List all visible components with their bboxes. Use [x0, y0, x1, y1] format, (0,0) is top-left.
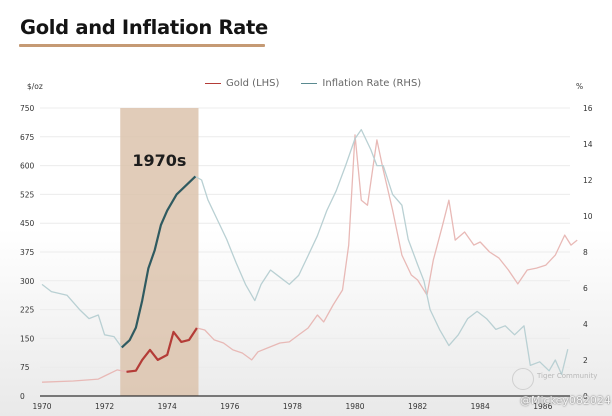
legend-item-inflation: Inflation Rate (RHS) — [301, 78, 421, 89]
highlight-label: 1970s — [132, 151, 186, 170]
y-left-tick-label: 75 — [20, 363, 30, 372]
y-right-tick-label: 16 — [583, 104, 593, 113]
y-right-tick-label: 8 — [583, 248, 588, 257]
legend-swatch-inflation — [301, 82, 318, 85]
x-tick-label: 1982 — [408, 402, 427, 411]
highlight-band-1970s — [120, 108, 199, 396]
y-left-tick-label: 225 — [20, 306, 35, 315]
y-right-tick-label: 0 — [583, 392, 588, 401]
x-tick-label: 1978 — [283, 402, 302, 411]
y-left-tick-label: 750 — [20, 104, 35, 113]
legend-label-inflation: Inflation Rate (RHS) — [322, 78, 422, 89]
y-right-tick-label: 2 — [583, 356, 588, 365]
watermark-community: Tiger Community — [537, 372, 598, 380]
y-left-tick-label: 0 — [20, 392, 25, 401]
y-left-tick-label: 525 — [20, 190, 35, 199]
legend-swatch-gold — [205, 82, 221, 85]
x-tick-label: 1986 — [533, 402, 552, 411]
title-underline — [19, 44, 265, 47]
right-axis-unit: % — [576, 82, 584, 91]
x-tick-label: 1972 — [95, 402, 114, 411]
legend-item-gold: Gold (LHS) — [205, 78, 279, 89]
y-right-tick-label: 6 — [583, 284, 588, 293]
watermark-logo-icon — [512, 368, 534, 390]
x-tick-label: 1984 — [471, 402, 490, 411]
watermark-handle: @Mickey082024 — [520, 394, 611, 407]
legend: Gold (LHS) Inflation Rate (RHS) — [205, 78, 421, 89]
legend-label-gold: Gold (LHS) — [226, 78, 280, 89]
series-highlight-gold — [126, 327, 198, 373]
y-right-tick-label: 10 — [583, 212, 593, 221]
y-left-tick-label: 675 — [20, 133, 35, 142]
y-right-tick-label: 4 — [583, 320, 588, 329]
y-left-tick-label: 300 — [20, 277, 35, 286]
x-tick-label: 1976 — [220, 402, 239, 411]
y-right-tick-label: 12 — [583, 176, 593, 185]
y-left-tick-label: 450 — [20, 219, 35, 228]
y-left-tick-label: 150 — [20, 334, 35, 343]
x-tick-label: 1980 — [345, 402, 364, 411]
y-left-tick-label: 375 — [20, 248, 35, 257]
y-left-tick-label: 600 — [20, 162, 35, 171]
x-tick-label: 1970 — [32, 402, 51, 411]
left-axis-unit: $/oz — [27, 82, 43, 91]
y-right-tick-label: 14 — [583, 140, 593, 149]
chart-title: Gold and Inflation Rate — [20, 16, 268, 39]
x-tick-label: 1974 — [158, 402, 177, 411]
series-highlight-inflation — [121, 175, 197, 349]
